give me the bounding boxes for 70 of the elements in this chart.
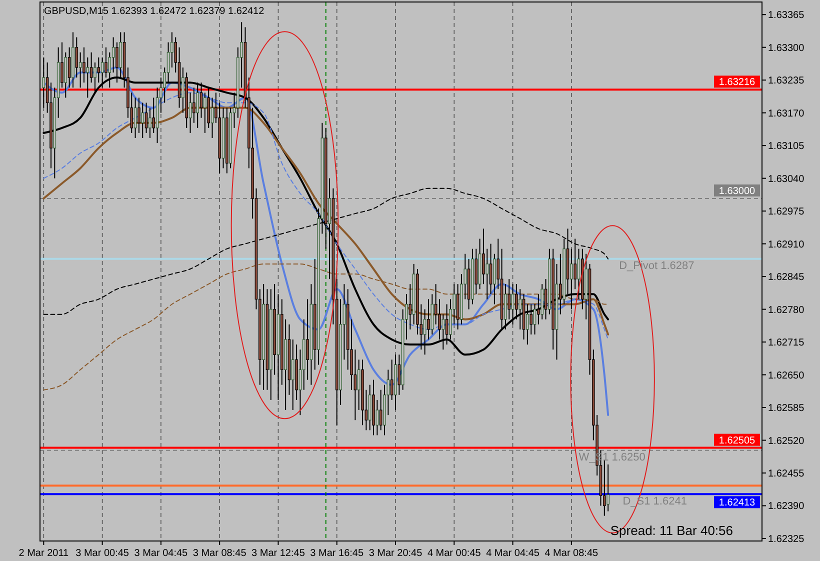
y-tick-label: 1.63235 — [768, 76, 805, 87]
candlestick — [134, 97, 137, 139]
candlestick — [306, 298, 309, 380]
candlestick — [530, 304, 533, 335]
y-tick-label: 1.62780 — [768, 304, 805, 316]
candlestick — [398, 354, 401, 396]
candlestick — [486, 248, 489, 300]
candlestick — [537, 294, 540, 325]
candlestick — [390, 359, 394, 400]
candlestick — [192, 87, 196, 124]
x-tick-label: 3 Mar 16:45 — [310, 548, 364, 559]
candlestick — [408, 284, 412, 330]
candlestick — [196, 82, 199, 128]
candlestick — [508, 278, 511, 320]
candlestick — [559, 253, 562, 315]
ref-line-label: 1.62505 — [718, 435, 756, 446]
x-tick-label: 2 Mar 2011 — [18, 548, 70, 559]
y-tick-label: 1.63365 — [768, 10, 805, 22]
y-tick-label: 1.63170 — [768, 108, 805, 120]
y-tick-label: 1.63300 — [768, 42, 805, 54]
candlestick — [570, 248, 573, 310]
candlestick — [606, 464, 610, 512]
candlestick — [427, 298, 430, 340]
y-tick-label: 1.62390 — [768, 501, 805, 512]
candlestick — [68, 46, 71, 88]
x-tick-label: 3 Mar 08:45 — [192, 548, 247, 559]
x-tick-label: 4 Mar 00:45 — [427, 548, 482, 559]
candlestick — [489, 243, 492, 295]
candlestick — [357, 359, 360, 411]
candlestick — [148, 107, 152, 139]
candlestick — [86, 56, 90, 98]
candlestick — [204, 92, 206, 134]
candlestick — [104, 46, 108, 78]
y-tick-label: 1.62845 — [768, 272, 805, 284]
ref-line-label: 1.62413 — [718, 498, 756, 509]
candlestick — [291, 339, 294, 411]
x-tick-label: 4 Mar 04:45 — [486, 548, 540, 559]
x-tick-label: 3 Mar 12:45 — [252, 548, 306, 559]
y-tick-label: 1.63040 — [768, 174, 805, 185]
y-tick-label: 1.62715 — [768, 338, 805, 349]
candlestick — [97, 56, 100, 84]
y-tick-label: 1.62455 — [768, 468, 805, 480]
y-tick-label: 1.62520 — [768, 436, 805, 447]
candlestick — [144, 102, 148, 134]
ref-line-label: 1.63000 — [718, 186, 756, 197]
candlestick — [42, 56, 46, 108]
y-tick-label: 1.62975 — [768, 206, 805, 218]
y-tick-label: 1.62910 — [768, 239, 805, 250]
candlestick — [90, 52, 93, 84]
x-tick-label: 4 Mar 08:45 — [544, 548, 599, 559]
ref-line-label: 1.63216 — [718, 77, 756, 88]
candlestick — [442, 314, 445, 350]
annotation: Spread: 11 Bar 40:56 — [610, 523, 734, 538]
x-tick-label: 3 Mar 20:45 — [368, 548, 423, 559]
candlestick — [574, 238, 576, 290]
y-tick-label: 1.62325 — [768, 534, 805, 545]
candlestick — [75, 36, 78, 78]
candlestick — [445, 304, 448, 346]
candlestick — [60, 42, 64, 88]
y-tick-label: 1.62585 — [768, 403, 805, 414]
y-tick-label: 1.63105 — [768, 141, 805, 152]
candlestick — [152, 97, 156, 134]
chart-title: GBPUSD,M15 1.62393 1.62472 1.62379 1.62412 — [44, 6, 265, 17]
x-tick-label: 3 Mar 04:45 — [134, 548, 188, 559]
y-tick-label: 1.62650 — [768, 370, 805, 382]
candlestick — [577, 248, 580, 300]
candlestick — [141, 102, 144, 139]
candlestick — [518, 288, 522, 330]
x-tick-label: 3 Mar 00:45 — [76, 548, 130, 559]
candlestick — [379, 389, 382, 431]
